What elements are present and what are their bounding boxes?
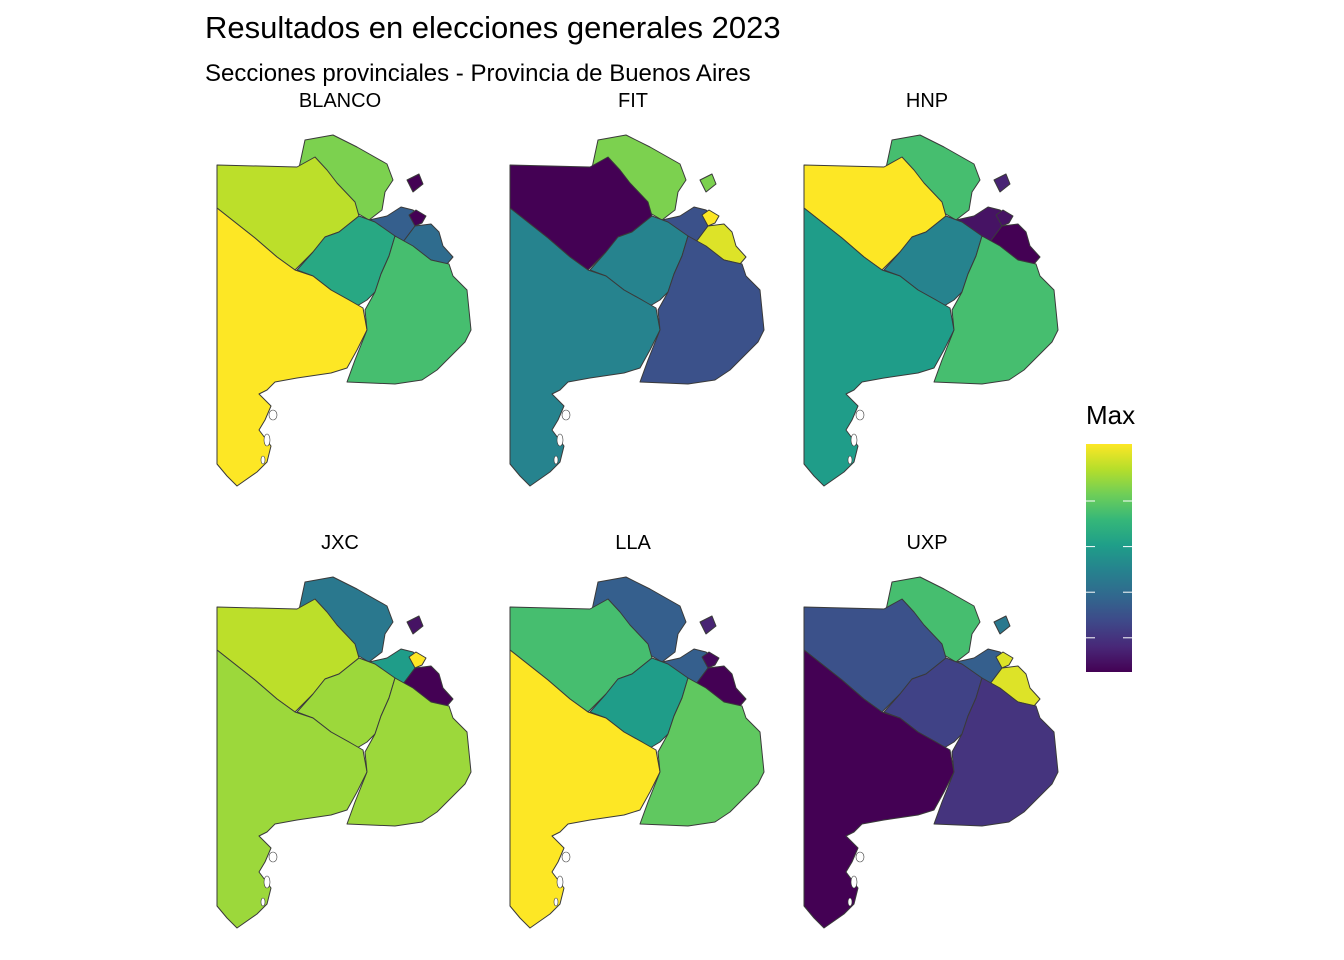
facet-label: JXC [321, 532, 359, 554]
legend-title: Max [1086, 400, 1136, 430]
region-seccion-7 [346, 235, 472, 385]
coastal-island [263, 433, 271, 447]
region-seccion-7 [346, 677, 472, 827]
coastal-island [260, 897, 266, 907]
province-map [803, 576, 1059, 929]
facet-label: BLANCO [298, 90, 382, 112]
region-seccion-8 [701, 651, 720, 669]
region-seccion-7 [639, 677, 765, 827]
region-capital-la-plata [406, 173, 424, 193]
facet-panel-blanco: BLANCO [205, 90, 475, 510]
coastal-island [268, 851, 278, 863]
coastal-island [263, 875, 271, 889]
region-seccion-7 [933, 235, 1059, 385]
region-seccion-6 [803, 649, 955, 929]
facet-panel-lla: LLA [498, 532, 768, 952]
chart-title: Resultados en elecciones generales 2023 [205, 10, 781, 45]
region-seccion-8 [995, 209, 1014, 227]
region-seccion-8 [995, 651, 1014, 669]
region-seccion-6 [216, 649, 368, 929]
coastal-island [561, 851, 571, 863]
color-legend: Max [1086, 400, 1166, 690]
province-map [803, 134, 1059, 487]
region-seccion-8 [408, 209, 427, 227]
facet-panel-fit: FIT [498, 90, 768, 510]
region-seccion-7 [639, 235, 765, 385]
region-seccion-6 [216, 207, 368, 487]
coastal-island [268, 409, 278, 421]
facet-label: HNP [905, 90, 949, 112]
coastal-island [553, 897, 559, 907]
region-seccion-7 [933, 677, 1059, 827]
coastal-island [847, 897, 853, 907]
region-capital-la-plata [406, 615, 424, 635]
region-capital-la-plata [699, 615, 717, 635]
region-seccion-8 [408, 651, 427, 669]
color-bar [1086, 444, 1132, 672]
coastal-island [855, 409, 865, 421]
region-capital-la-plata [699, 173, 717, 193]
facet-label: FIT [618, 90, 648, 112]
coastal-island [855, 851, 865, 863]
facet-panel-uxp: UXP [792, 532, 1062, 952]
coastal-island [556, 433, 564, 447]
facet-panel-hnp: HNP [792, 90, 1062, 510]
region-seccion-8 [701, 209, 720, 227]
color-bar-gradient [1086, 444, 1132, 672]
coastal-island [561, 409, 571, 421]
coastal-island [260, 455, 266, 465]
province-map [216, 134, 472, 487]
facet-label: UXP [906, 532, 948, 554]
province-map [509, 134, 765, 487]
chart-subtitle: Secciones provinciales - Provincia de Bu… [205, 60, 751, 87]
coastal-island [556, 875, 564, 889]
region-seccion-6 [509, 207, 661, 487]
facet-panel-jxc: JXC [205, 532, 475, 952]
province-map [509, 576, 765, 929]
coastal-island [850, 433, 858, 447]
coastal-island [850, 875, 858, 889]
facet-label: LLA [615, 532, 651, 554]
region-seccion-6 [803, 207, 955, 487]
province-map [216, 576, 472, 929]
coastal-island [553, 455, 559, 465]
coastal-island [847, 455, 853, 465]
region-capital-la-plata [993, 615, 1011, 635]
region-seccion-6 [509, 649, 661, 929]
region-capital-la-plata [993, 173, 1011, 193]
